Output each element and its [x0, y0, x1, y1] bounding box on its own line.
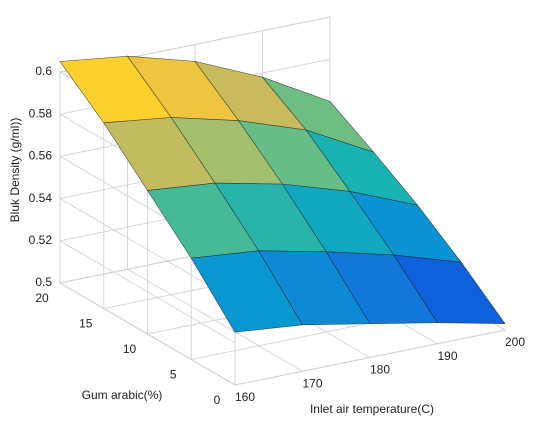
x-tick-label: 160 — [235, 390, 255, 404]
x-tick-label: 200 — [505, 335, 525, 349]
y-tick-label: 0 — [214, 393, 221, 407]
z-tick-label: 0.6 — [35, 64, 52, 78]
x-axis-label: Inlet air temperature(C) — [310, 402, 434, 416]
x-tick-label: 190 — [437, 349, 457, 363]
z-tick-label: 0.56 — [29, 149, 53, 163]
surface-patch — [393, 254, 506, 324]
x-tick-label: 180 — [370, 363, 390, 377]
z-tick-label: 0.5 — [35, 275, 52, 289]
z-axis-label: Bluk Density (g/ml)) — [8, 118, 22, 223]
y-tick-label: 20 — [35, 291, 49, 305]
y-tick-label: 15 — [79, 317, 93, 331]
y-tick-label: 10 — [123, 342, 137, 356]
z-tick-label: 0.58 — [29, 106, 53, 120]
x-tick-label: 170 — [302, 376, 322, 390]
z-tick-label: 0.52 — [29, 233, 53, 247]
y-axis-label: Gum arabic(%) — [82, 388, 163, 402]
y-tick-label: 5 — [170, 368, 177, 382]
z-tick-label: 0.54 — [29, 191, 53, 205]
grid-line — [234, 329, 506, 386]
